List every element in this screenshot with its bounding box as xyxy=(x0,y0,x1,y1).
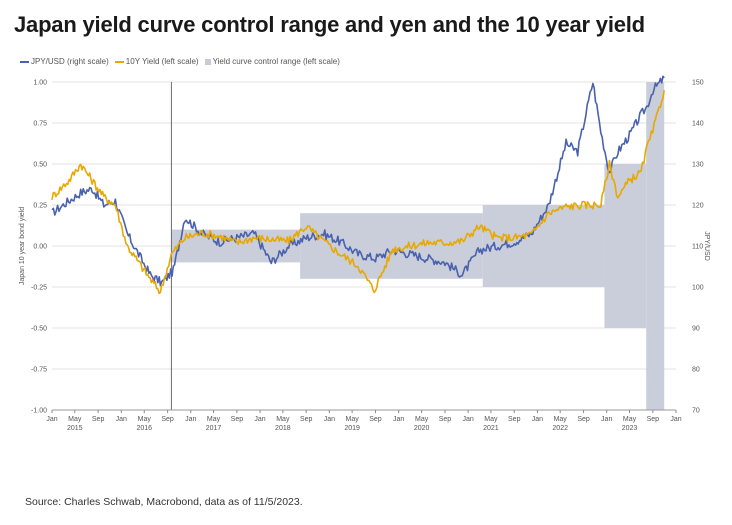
series-line-10y-yield xyxy=(51,90,665,295)
legend-swatch-yield xyxy=(114,60,124,63)
x-month-label: Sep xyxy=(231,416,244,423)
x-month-label: Jan xyxy=(601,416,612,423)
left-tick-label: 1.00 xyxy=(33,80,47,87)
left-tick-label: -0.25 xyxy=(31,285,47,292)
x-month-label: Jan xyxy=(532,416,543,423)
x-year-label: 2019 xyxy=(344,425,360,432)
left-tick-label: 0.50 xyxy=(33,162,47,169)
right-tick-label: 130 xyxy=(692,162,704,169)
right-tick-label: 70 xyxy=(692,408,700,415)
left-tick-label: 0.75 xyxy=(33,121,47,128)
x-month-label: Sep xyxy=(300,416,313,423)
x-month-label: Sep xyxy=(439,416,452,423)
x-month-label: Jan xyxy=(324,416,335,423)
source-note: Source: Charles Schwab, Macrobond, data … xyxy=(25,496,303,508)
x-month-label: May xyxy=(207,416,221,423)
legend-label-yield: 10Y Yield (left scale) xyxy=(125,57,199,66)
x-year-label: 2018 xyxy=(275,425,291,432)
x-month-label: Sep xyxy=(161,416,174,423)
legend-swatch-jpy xyxy=(20,60,29,63)
right-tick-label: 120 xyxy=(692,203,704,210)
x-month-label: May xyxy=(415,416,429,423)
x-month-label: Sep xyxy=(647,416,660,423)
band-segment xyxy=(604,164,647,328)
x-month-label: May xyxy=(138,416,152,423)
x-month-label: May xyxy=(484,416,498,423)
legend: JPY/USD (right scale) 10Y Yield (left sc… xyxy=(20,57,340,66)
x-month-label: Jan xyxy=(116,416,127,423)
legend-item-band: Yield curve control range (left scale) xyxy=(204,57,340,66)
legend-label-jpy: JPY/USD (right scale) xyxy=(31,57,109,66)
axis-layer: 1.00 0.75 0.50 0.25 0.00 -0.25 -0.50 -0.75 -1.00… xyxy=(31,80,704,433)
series-line-jpy xyxy=(51,75,665,287)
right-tick-label: 150 xyxy=(692,80,704,87)
left-tick-label: 0.00 xyxy=(33,244,47,251)
left-tick-label: -1.00 xyxy=(31,408,47,415)
right-tick-label: 100 xyxy=(692,285,704,292)
legend-swatch-band xyxy=(204,58,211,65)
x-month-label: Jan xyxy=(185,416,196,423)
x-year-label: 2021 xyxy=(483,425,499,432)
right-tick-label: 80 xyxy=(692,367,700,374)
x-year-label: 2017 xyxy=(206,425,222,432)
left-tick-label: -0.50 xyxy=(31,326,47,333)
yield-curve-chart: 1.00 0.75 0.50 0.25 0.00 -0.25 -0.50 -0.75 -1.00… xyxy=(19,75,710,433)
legend-label-band: Yield curve control range (left scale) xyxy=(212,57,340,66)
x-month-label: Jan xyxy=(393,416,404,423)
x-year-label: 2015 xyxy=(67,425,83,432)
legend-item-yield: 10Y Yield (left scale) xyxy=(114,57,199,66)
x-year-label: 2023 xyxy=(622,425,638,432)
legend-item-jpy: JPY/USD (right scale) xyxy=(20,57,109,66)
x-month-label: May xyxy=(346,416,360,423)
x-month-label: Jan xyxy=(46,416,57,423)
right-tick-label: 90 xyxy=(692,326,700,333)
right-axis-title: JPY/USD xyxy=(703,231,710,261)
x-month-label: May xyxy=(68,416,82,423)
chart-title: Japan yield curve control range and yen … xyxy=(14,12,645,37)
x-month-label: Sep xyxy=(92,416,105,423)
x-year-label: 2022 xyxy=(552,425,568,432)
x-month-label: Jan xyxy=(254,416,265,423)
x-month-label: Sep xyxy=(577,416,590,423)
right-tick-label: 110 xyxy=(692,244,703,251)
x-year-label: 2020 xyxy=(414,425,430,432)
left-axis-title: Japan 10 year bond yield xyxy=(19,207,26,285)
x-month-label: Jan xyxy=(462,416,473,423)
x-month-label: Sep xyxy=(369,416,382,423)
x-month-label: Sep xyxy=(508,416,521,423)
left-tick-label: -0.75 xyxy=(31,367,47,374)
x-month-label: Jan xyxy=(670,416,681,423)
band-segment xyxy=(646,82,665,410)
x-month-label: May xyxy=(623,416,637,423)
x-month-label: May xyxy=(554,416,568,423)
x-month-label: May xyxy=(276,416,290,423)
x-year-label: 2016 xyxy=(136,425,152,432)
series-layer xyxy=(51,75,665,295)
left-tick-label: 0.25 xyxy=(33,203,47,210)
right-tick-label: 140 xyxy=(692,121,704,128)
